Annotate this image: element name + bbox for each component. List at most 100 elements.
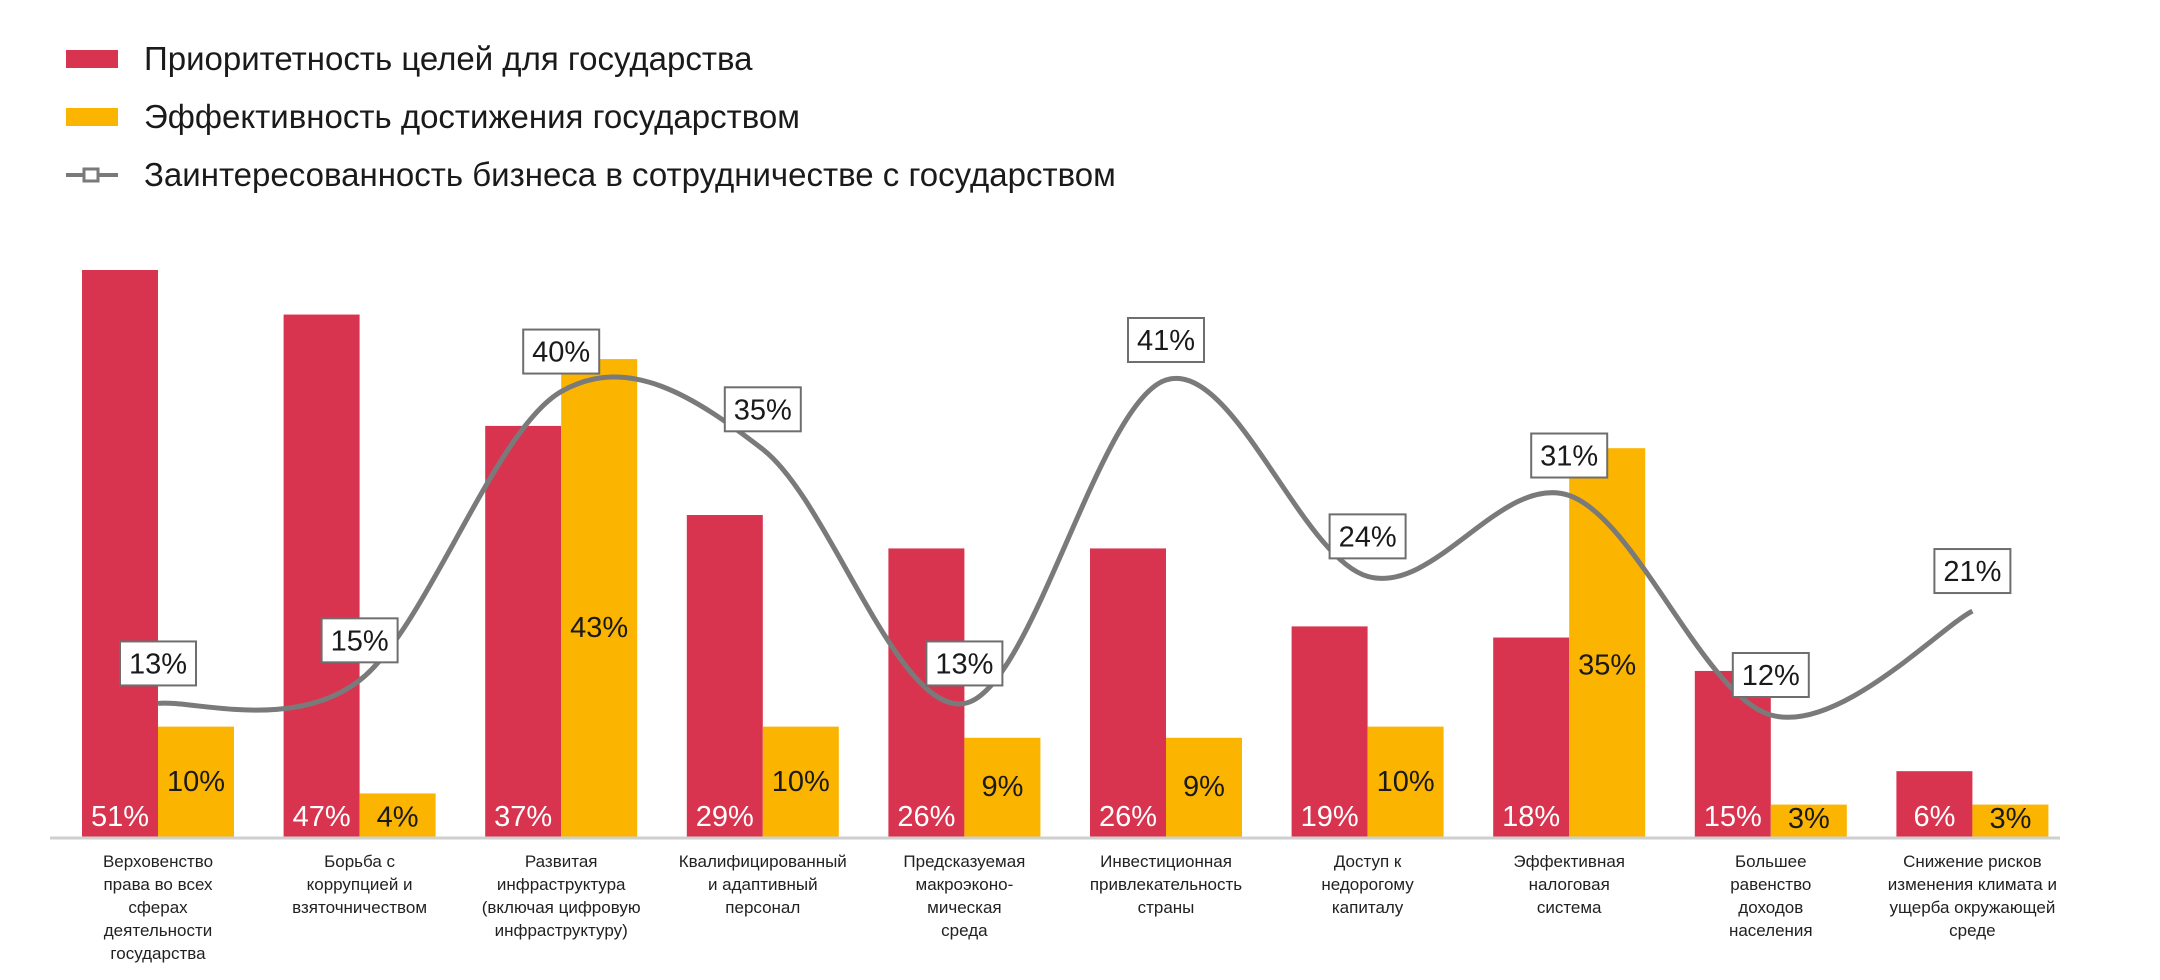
data-label-priority: 26% xyxy=(1099,801,1157,833)
line-labels-group: 13% 15% 40% 35% 13% 41% 24% 31% 12% 21% xyxy=(119,317,2012,698)
x-tick-label-line: сферах xyxy=(128,898,188,917)
data-label-interest: 15% xyxy=(331,625,389,657)
line-label-box xyxy=(1328,513,1407,560)
x-tick-label-line: система xyxy=(1536,898,1602,917)
legend-swatch-interest xyxy=(66,167,118,183)
x-tick-label: Квалифицированный и адаптивный персонал xyxy=(665,850,861,919)
x-tick-label-line: капиталу xyxy=(1331,898,1404,917)
x-tick-label: Большее равенство доходов населения xyxy=(1673,850,1869,942)
line-label-box xyxy=(119,640,197,687)
interest-line xyxy=(157,374,1974,720)
bar-effectiveness xyxy=(1770,804,1847,838)
x-tick-label-line: привлекательность xyxy=(1089,875,1243,894)
data-label-effectiveness: 10% xyxy=(772,766,830,798)
line-label-box xyxy=(1933,548,2012,595)
data-label-priority: 26% xyxy=(897,801,955,833)
data-label-priority: 51% xyxy=(91,801,149,833)
bar-priority xyxy=(888,548,965,838)
data-label-effectiveness: 9% xyxy=(981,771,1023,803)
x-tick-label-line: страны xyxy=(1137,898,1195,917)
line-label-box xyxy=(320,617,399,664)
x-tick-label-line: населения xyxy=(1728,921,1813,940)
bar-priority xyxy=(1090,548,1166,838)
data-label-effectiveness: 3% xyxy=(1788,803,1830,835)
bar-effectiveness xyxy=(762,726,839,838)
x-tick-label-line: Борьба с xyxy=(324,852,396,871)
x-tick-label-line: и адаптивный xyxy=(707,875,818,894)
x-tick-label: Развитая инфраструктура (включая цифровую и… xyxy=(463,850,659,942)
data-label-interest: 35% xyxy=(734,394,792,426)
bar-effectiveness xyxy=(561,359,638,838)
bar-priority xyxy=(1694,670,1771,838)
line-label-box xyxy=(1731,652,1810,698)
data-label-interest: 40% xyxy=(532,337,590,369)
x-tick-label-line: Предсказуемая xyxy=(903,852,1026,871)
line-label-box xyxy=(723,386,802,433)
bar-effectiveness xyxy=(1569,448,1646,838)
x-tick-label-line: Эффективная xyxy=(1513,852,1625,871)
x-tick-label-line: равенство xyxy=(1730,875,1812,894)
data-label-interest: 12% xyxy=(1742,660,1800,692)
x-tick-label-line: коррупцией и xyxy=(306,875,413,894)
data-label-effectiveness: 10% xyxy=(167,766,225,798)
bar-effectiveness xyxy=(359,793,436,838)
bar-priority xyxy=(82,270,158,838)
x-tick-label: Снижение рисков изменения климата и ущерба… xyxy=(1874,850,2070,942)
x-tick-label-line: среда xyxy=(941,921,988,940)
x-tick-label-line: Снижение рисков xyxy=(1903,852,2042,871)
bars-group xyxy=(82,270,2049,838)
x-tick-label-line: инфраструктуру) xyxy=(494,921,628,940)
data-label-priority: 18% xyxy=(1502,801,1560,833)
data-label-interest: 13% xyxy=(935,648,993,680)
x-tick-label-line: недорогому xyxy=(1321,875,1414,894)
data-label-interest: 21% xyxy=(1943,556,2001,588)
data-label-effectiveness: 43% xyxy=(570,612,628,644)
x-tick-label-line: государства xyxy=(110,944,206,963)
legend-label-effectiveness: Эффективность достижения государством xyxy=(144,98,800,135)
x-tick-label-line: мическая xyxy=(927,898,1002,917)
bar-priority xyxy=(686,515,763,838)
data-label-effectiveness: 3% xyxy=(1989,803,2031,835)
bar-priority xyxy=(1291,626,1368,838)
x-tick-label-line: доходов xyxy=(1738,898,1804,917)
legend-label-interest: Заинтересованность бизнеса в сотрудничес… xyxy=(144,156,1116,193)
data-label-effectiveness: 9% xyxy=(1183,771,1225,803)
x-tick-label-line: макроэконо- xyxy=(915,875,1014,894)
bar-labels-group: 51% 10% 47% 4% 37% 43% 29% 10% 26% 9% 26% 9% 19% 10% 1… xyxy=(91,612,2031,835)
legend-swatch-priority xyxy=(66,50,118,68)
x-tick-label: Борьба с коррупцией и взяточничеством xyxy=(262,850,458,919)
data-label-interest: 24% xyxy=(1339,521,1397,553)
x-tick-label: Верховенство права во всех сферах деятельно… xyxy=(60,850,256,965)
x-tick-label-line: персонал xyxy=(725,898,801,917)
legend-swatch-effectiveness xyxy=(66,108,118,126)
x-tick-label-line: Большее xyxy=(1735,852,1807,871)
line-label-box xyxy=(1530,432,1609,479)
data-label-interest: 31% xyxy=(1540,441,1598,473)
x-tick-label-line: деятельности xyxy=(103,921,213,940)
data-label-priority: 29% xyxy=(696,801,754,833)
x-tick-label: Инвестиционная привлекательность страны xyxy=(1068,850,1264,919)
x-tick-label: Доступ к недорогому капиталу xyxy=(1270,850,1466,919)
line-label-box xyxy=(522,328,601,375)
bar-priority xyxy=(1896,771,1973,838)
data-label-priority: 6% xyxy=(1913,801,1955,833)
bar-priority xyxy=(485,425,562,838)
x-tick-label-line: (включая цифровую xyxy=(481,898,641,917)
legend-item-priority: Приоритетность целей для государства xyxy=(66,30,1116,88)
x-tick-label-line: Развитая xyxy=(524,852,598,871)
data-label-interest: 41% xyxy=(1137,325,1195,357)
x-tick-label-line: налоговая xyxy=(1528,875,1610,894)
x-tick-label-line: среде xyxy=(1949,921,1996,940)
x-tick-label-line: Доступ к xyxy=(1333,852,1402,871)
x-tick-label-line: Верховенство xyxy=(102,852,214,871)
data-label-effectiveness: 35% xyxy=(1578,649,1636,681)
x-tick-label: Эффективная налоговая система xyxy=(1471,850,1667,919)
data-label-effectiveness: 4% xyxy=(377,802,419,834)
x-tick-label-line: изменения климата и xyxy=(1887,875,2057,894)
legend-label-priority: Приоритетность целей для государства xyxy=(144,40,753,77)
line-label-box xyxy=(1127,317,1205,363)
legend-item-interest: Заинтересованность бизнеса в сотрудничес… xyxy=(66,146,1116,204)
bar-effectiveness xyxy=(1972,804,2049,838)
x-tick-label-line: Квалифицированный xyxy=(678,852,847,871)
